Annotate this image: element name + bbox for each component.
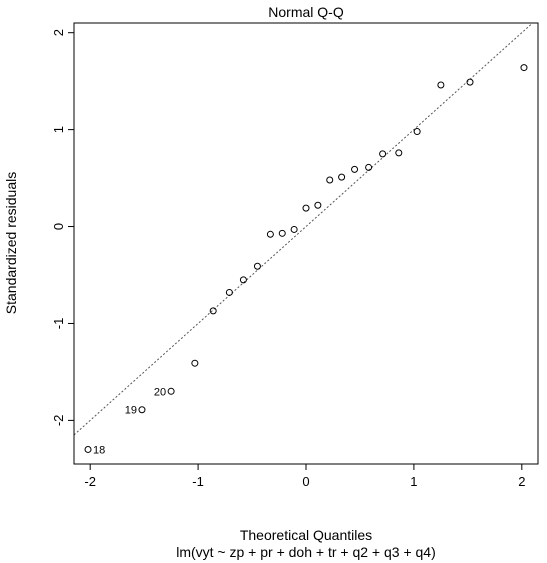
y-tick-label: 0 — [51, 223, 66, 230]
x-axis: -2 -1 0 1 2 — [84, 464, 525, 489]
y-tick-label: -1 — [51, 318, 66, 330]
x-tick-label: -2 — [84, 474, 96, 489]
x-tick-label: 2 — [518, 474, 525, 489]
y-axis-title: Standardized residuals — [3, 172, 19, 314]
y-axis: -2 -1 0 1 2 — [51, 29, 74, 426]
y-tick-label: 1 — [51, 126, 66, 133]
plot-region: 18 19 20 — [74, 23, 534, 456]
data-point — [413, 128, 421, 136]
data-point — [278, 229, 286, 237]
plot-frame — [73, 22, 539, 465]
data-point — [253, 262, 261, 270]
data-point — [314, 201, 322, 209]
data-point — [338, 173, 346, 181]
data-point — [379, 150, 387, 158]
data-point — [302, 204, 310, 212]
data-point — [266, 230, 274, 238]
data-point — [520, 64, 528, 72]
point-label: 18 — [93, 444, 105, 456]
data-point — [239, 276, 247, 284]
data-point — [209, 307, 217, 315]
data-point — [351, 165, 359, 173]
qq-reference-line — [74, 23, 534, 436]
x-tick-label: 0 — [302, 474, 309, 489]
data-point — [138, 406, 146, 414]
model-subtitle: lm(vyt ~ zp + pr + doh + tr + q2 + q3 + … — [176, 544, 436, 560]
data-point — [326, 176, 334, 184]
data-point — [167, 387, 175, 395]
data-point — [466, 78, 474, 86]
x-axis-title: Theoretical Quantiles — [240, 527, 372, 543]
data-point — [365, 163, 373, 171]
point-label: 19 — [125, 405, 137, 417]
data-point — [437, 81, 445, 89]
data-point — [290, 225, 298, 233]
data-point — [191, 359, 199, 367]
data-point — [395, 149, 403, 157]
data-point — [225, 288, 233, 296]
chart-title: Normal Q-Q — [268, 4, 344, 20]
x-tick-label: -1 — [192, 474, 204, 489]
y-tick-label: 2 — [51, 29, 66, 36]
data-point — [84, 445, 92, 453]
x-tick-label: 1 — [410, 474, 417, 489]
point-label: 20 — [154, 386, 166, 398]
y-tick-label: -2 — [51, 415, 66, 427]
